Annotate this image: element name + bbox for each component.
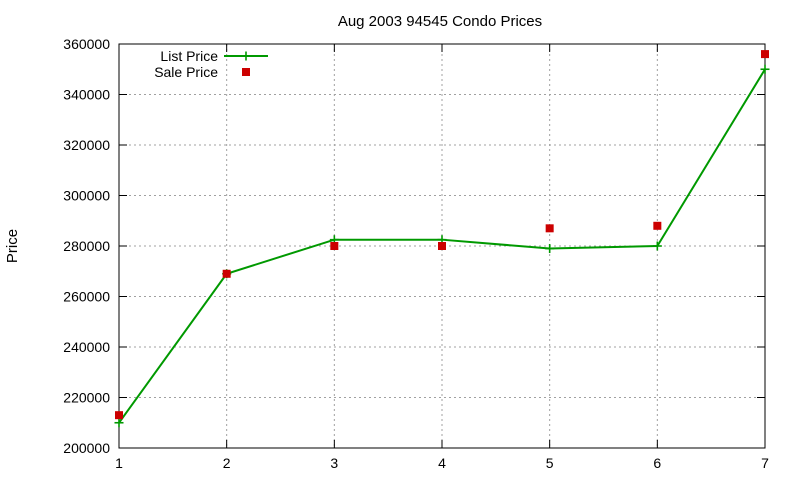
series-group: [114, 50, 770, 428]
data-point-sale-price: [761, 50, 769, 59]
data-point-sale-price: [330, 242, 339, 250]
x-tick-label: 4: [438, 455, 446, 471]
data-point-list-price: [760, 64, 770, 74]
y-tick-label: 240000: [63, 339, 110, 355]
x-tick-label: 2: [223, 455, 231, 471]
legend-item-sale-price: Sale Price: [154, 64, 250, 80]
y-tick-label: 260000: [63, 289, 110, 305]
data-point-list-price: [652, 241, 662, 251]
legend-label: Sale Price: [154, 64, 218, 80]
series-sale-price: [115, 50, 769, 420]
y-tick-label: 300000: [63, 188, 110, 204]
data-point-sale-price: [545, 224, 554, 233]
data-point-list-price: [114, 418, 124, 428]
legend-label: List Price: [160, 48, 218, 64]
legend-marker: [241, 51, 251, 61]
data-point-sale-price: [115, 411, 123, 420]
chart-title: Aug 2003 94545 Condo Prices: [338, 13, 542, 30]
y-axis-label: Price: [4, 229, 21, 263]
data-point-sale-price: [438, 242, 446, 250]
x-tick-label: 1: [115, 455, 123, 471]
x-tick-label: 7: [761, 455, 769, 471]
data-point-sale-price: [653, 221, 662, 230]
axis-ticks: 200000 220000 240000 260000 280000 300000 3200…: [63, 36, 769, 471]
data-point-list-price: [545, 244, 555, 254]
legend-marker: [242, 68, 250, 76]
x-tick-label: 5: [546, 455, 554, 471]
x-tick-label: 6: [653, 455, 661, 471]
y-tick-label: 340000: [63, 87, 110, 103]
y-tick-label: 320000: [63, 137, 110, 153]
data-point-sale-price: [222, 269, 231, 278]
x-tick-label: 3: [330, 455, 338, 471]
y-tick-label: 200000: [63, 440, 110, 456]
legend-item-list-price: List Price: [160, 48, 268, 64]
y-tick-label: 360000: [63, 36, 110, 52]
y-tick-label: 280000: [63, 238, 110, 254]
y-tick-label: 220000: [63, 390, 110, 406]
